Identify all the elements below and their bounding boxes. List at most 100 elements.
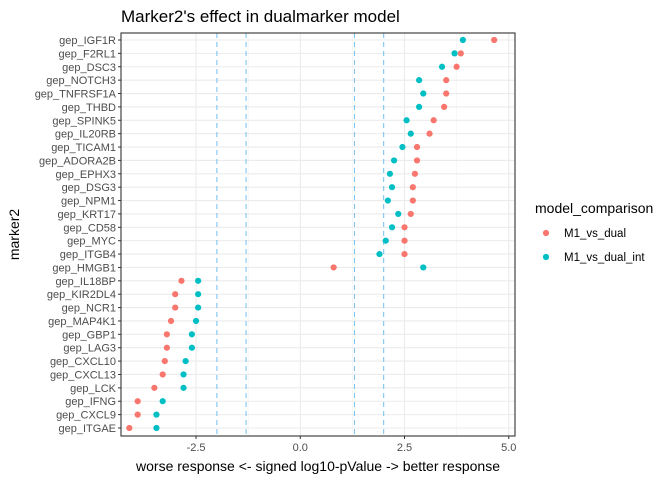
data-point	[151, 384, 158, 391]
y-axis-title: marker2	[6, 209, 22, 261]
data-point	[376, 250, 383, 258]
y-tick-label: gep_ITGB4	[60, 249, 116, 261]
data-points	[126, 36, 498, 432]
y-tick-label: gep_MAP4K1	[48, 316, 116, 328]
y-tick-label: gep_TNFRSF1A	[35, 89, 117, 101]
y-tick-label: gep_CXCL9	[56, 410, 116, 422]
data-point	[401, 237, 408, 244]
data-point	[192, 317, 200, 325]
y-tick-label: gep_NCR1	[62, 303, 116, 315]
data-point	[126, 424, 133, 432]
data-point	[172, 291, 179, 298]
y-tick-label: gep_KIR2DL4	[47, 289, 116, 301]
data-point	[134, 398, 141, 405]
x-tick-label: 5.0	[501, 442, 516, 454]
data-point	[384, 197, 391, 204]
y-tick-label: gep_IL20RB	[55, 129, 116, 141]
data-point	[188, 344, 195, 351]
data-point	[163, 344, 170, 351]
data-point	[161, 358, 168, 365]
legend-key	[542, 253, 550, 261]
data-point	[172, 304, 179, 311]
reference-lines	[216, 33, 385, 436]
data-point	[401, 224, 408, 231]
plot-border	[120, 32, 516, 437]
data-point	[441, 103, 448, 110]
data-point	[399, 143, 406, 151]
y-tick-label: gep_EPHX3	[55, 169, 116, 181]
data-point	[163, 331, 170, 338]
data-point	[407, 210, 414, 218]
legend-title: model_comparison	[535, 200, 653, 216]
data-point	[195, 304, 202, 311]
x-tick-labels: -2.5 0.0 2.5 5.0	[187, 436, 516, 454]
y-tick-label: gep_LCK	[70, 383, 117, 395]
y-tick-label: gep_GBP1	[62, 329, 116, 341]
grid-lines	[121, 33, 515, 436]
data-point	[195, 291, 202, 298]
y-tick-label: gep_NOTCH3	[46, 75, 116, 87]
data-point	[388, 224, 396, 231]
data-point	[188, 331, 195, 338]
legend: model_comparison M1_vs_dual M1_vs_dual_in…	[535, 200, 653, 264]
y-tick-label: gep_F2RL1	[59, 48, 117, 60]
y-tick-label: gep_MYC	[67, 236, 116, 248]
data-point	[388, 184, 396, 191]
data-point	[167, 317, 175, 325]
data-point	[409, 184, 416, 191]
x-tick-label: 0.0	[293, 442, 308, 454]
y-tick-label: gep_THBD	[62, 102, 116, 114]
data-point	[330, 264, 337, 271]
data-point	[411, 170, 419, 177]
data-point	[426, 130, 433, 137]
y-tick-label: gep_CXCL13	[50, 369, 116, 381]
data-point	[403, 117, 410, 124]
x-tick-label: 2.5	[397, 442, 412, 454]
legend-key	[542, 229, 550, 237]
data-point	[430, 117, 437, 124]
data-point	[491, 36, 498, 44]
y-tick-label: gep_LAG3	[63, 343, 116, 355]
data-point	[382, 237, 389, 244]
y-tick-label: gep_DSG3	[62, 182, 116, 194]
data-point	[459, 36, 466, 44]
y-tick-label: gep_CXCL10	[50, 356, 116, 368]
y-tick-label: gep_IL18BP	[55, 276, 116, 288]
data-point	[443, 77, 450, 84]
data-point	[451, 50, 458, 57]
data-point	[159, 398, 166, 405]
data-point	[159, 371, 166, 378]
plot-panel	[121, 33, 515, 436]
y-tick-label: gep_ITGAE	[59, 423, 116, 435]
data-point	[134, 411, 141, 418]
x-tick-label: -2.5	[187, 442, 206, 454]
legend-label: M1_vs_dual	[564, 228, 626, 240]
y-tick-label: gep_KRT17	[57, 209, 116, 221]
y-tick-label: gep_HMGB1	[52, 262, 116, 274]
data-point	[416, 103, 423, 110]
y-tick-label: gep_IFNG	[65, 396, 116, 408]
y-tick-label: gep_SPINK5	[52, 115, 116, 127]
data-point	[409, 197, 416, 204]
data-point	[457, 50, 464, 57]
chart-title: Marker2's effect in dualmarker model	[121, 7, 400, 26]
data-point	[178, 277, 185, 284]
y-tick-label: gep_IGF1R	[59, 35, 116, 47]
y-tick-label: gep_TICAM1	[51, 142, 116, 154]
data-point	[195, 277, 202, 284]
data-point	[416, 77, 423, 84]
data-point	[420, 90, 427, 97]
data-point	[395, 210, 402, 218]
data-point	[180, 384, 187, 391]
data-point	[438, 63, 446, 70]
legend-label: M1_vs_dual_int	[564, 252, 645, 264]
data-point	[153, 424, 160, 432]
data-point	[180, 371, 187, 378]
data-point	[443, 90, 450, 97]
data-point	[413, 143, 421, 151]
data-point	[420, 264, 427, 271]
data-point	[413, 157, 421, 164]
x-axis-title: worse response <- signed log10-pValue ->…	[135, 458, 500, 474]
data-point	[453, 63, 460, 70]
